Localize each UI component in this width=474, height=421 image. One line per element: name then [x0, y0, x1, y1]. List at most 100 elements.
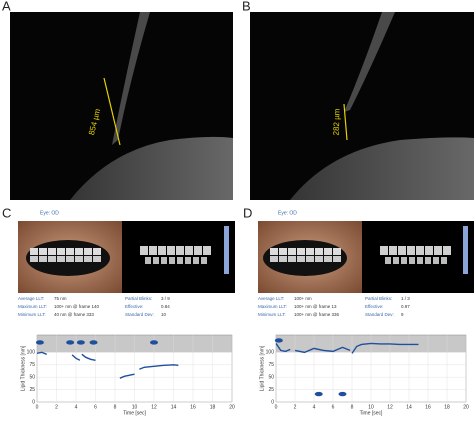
- blink-marker: [35, 340, 44, 345]
- lens-grid: [297, 248, 305, 255]
- lipid-map: [401, 257, 407, 264]
- tissue: [112, 12, 150, 145]
- lipid-map: [153, 257, 159, 264]
- x-tick-label: 16: [425, 404, 431, 410]
- lipid-map: [140, 246, 148, 255]
- lens-grid: [306, 248, 314, 255]
- lens-grid: [66, 248, 74, 255]
- measure-line: [103, 77, 121, 146]
- lipid-map: [185, 246, 193, 255]
- panel-label: C: [2, 205, 11, 220]
- measure-line: [343, 103, 348, 141]
- x-tick-label: 12: [387, 404, 393, 410]
- y-tick-label: 100: [27, 350, 36, 356]
- y-tick-label: 0: [32, 399, 35, 405]
- x-tick-label: 18: [444, 404, 450, 410]
- x-tick-label: 10: [368, 404, 374, 410]
- stat-label: Average LLT:: [18, 296, 44, 301]
- lipid-map: [158, 246, 166, 255]
- lens-grid: [30, 248, 38, 255]
- lipid-map: [161, 257, 167, 264]
- blink-marker: [66, 340, 75, 345]
- x-tick-label: 20: [229, 404, 235, 410]
- lens-grid: [279, 248, 287, 255]
- lens-grid: [288, 256, 296, 262]
- tissue: [290, 137, 474, 200]
- x-tick-label: 6: [332, 404, 335, 410]
- stat-value: 100+ nm: [294, 296, 312, 301]
- lens-grid: [270, 248, 278, 255]
- lens-grid: [288, 248, 296, 255]
- blink-marker: [314, 391, 323, 397]
- x-tick-label: 18: [210, 404, 216, 410]
- stat-value: 9: [401, 312, 404, 317]
- lens-grid: [297, 256, 305, 262]
- y-tick-label: 0: [271, 399, 274, 405]
- stat-label: Maximum LLT:: [258, 304, 287, 309]
- lens-grid: [279, 256, 287, 262]
- x-tick-label: 12: [151, 404, 157, 410]
- lens-grid: [333, 248, 341, 255]
- eye-label: Eye: OD: [278, 210, 297, 216]
- x-axis-label: Time [sec]: [123, 410, 146, 416]
- stat-label: Partial Blinks:: [125, 296, 152, 301]
- lipid-map: [176, 246, 184, 255]
- y-tick-label: 25: [29, 387, 35, 393]
- lens-grid: [306, 256, 314, 262]
- stat-value: 1 / 3: [401, 296, 410, 301]
- x-tick-label: 14: [406, 404, 412, 410]
- stat-value: 100+ nm @ frame 140: [54, 304, 99, 309]
- x-tick-label: 4: [313, 404, 316, 410]
- y-tick-label: 75: [29, 362, 35, 368]
- stat-label: Standard Dev:: [365, 312, 394, 317]
- x-tick-label: 2: [294, 404, 297, 410]
- lipid-map: [443, 246, 451, 255]
- stat-value: 3 / 9: [161, 296, 170, 301]
- stat-value: 40 nm @ frame 333: [54, 312, 94, 317]
- lens-grid: [84, 256, 92, 262]
- lipid-map: [177, 257, 183, 264]
- lipid-map: [169, 257, 175, 264]
- lens-grid: [75, 256, 83, 262]
- lipid-map: [203, 246, 211, 255]
- color-bar: [224, 226, 229, 274]
- blink-marker: [338, 391, 347, 397]
- stat-label: Partial Blinks:: [365, 296, 392, 301]
- lens-grid: [324, 248, 332, 255]
- stat-label: Minimum LLT:: [258, 312, 286, 317]
- lens-grid: [315, 248, 323, 255]
- x-tick-label: 0: [275, 404, 278, 410]
- blink-marker: [150, 340, 158, 345]
- y-axis-label: Lipid Thickness [nm]: [20, 345, 26, 391]
- thickness-line: [275, 342, 419, 354]
- stat-value: 100+ nm @ frame 336: [294, 312, 339, 317]
- y-tick-label: 75: [268, 362, 274, 368]
- lipid-map: [149, 246, 157, 255]
- lipid-map: [407, 246, 415, 255]
- measurement: 282 µm: [332, 108, 342, 135]
- blink-marker: [274, 338, 283, 343]
- lens-grid: [333, 256, 341, 262]
- panel-label: B: [242, 0, 251, 13]
- stat-label: Effective:: [125, 304, 143, 309]
- lipid-map: [434, 246, 442, 255]
- lens-grid: [66, 256, 74, 262]
- stat-value: 10: [161, 312, 167, 317]
- stat-value: 75 nm: [54, 296, 67, 301]
- lens-grid: [57, 248, 65, 255]
- x-tick-label: 16: [190, 404, 196, 410]
- x-tick-label: 6: [94, 404, 97, 410]
- lipid-map: [185, 257, 191, 264]
- lens-grid: [48, 256, 56, 262]
- x-tick-label: 14: [171, 404, 177, 410]
- lipid-map: [416, 246, 424, 255]
- panel-label: D: [243, 205, 252, 220]
- stat-value: 0.84: [161, 304, 170, 309]
- y-axis-label: Lipid Thickness [nm]: [259, 345, 265, 391]
- lipid-map: [433, 257, 439, 264]
- lens-grid: [315, 256, 323, 262]
- lipid-map: [194, 246, 202, 255]
- x-tick-label: 8: [351, 404, 354, 410]
- lipid-map: [145, 257, 151, 264]
